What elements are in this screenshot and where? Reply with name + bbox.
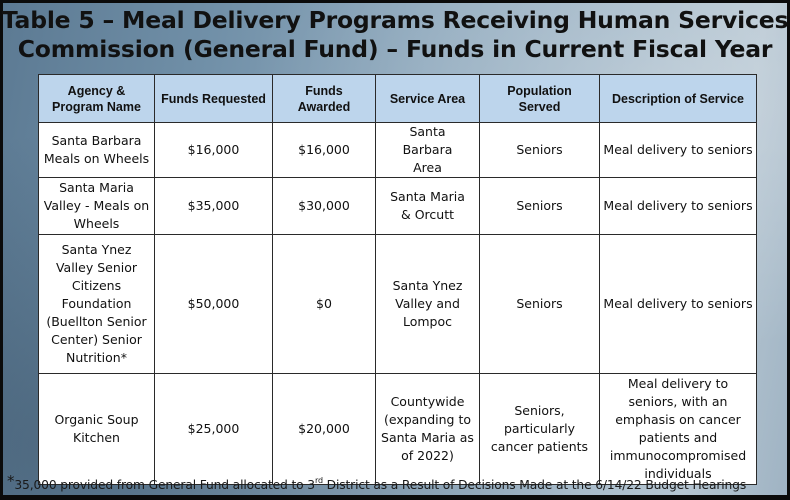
cell-description: Meal delivery to seniors <box>599 122 757 178</box>
column-header-service-area: Service Area <box>375 74 480 123</box>
meal-delivery-table: Agency & Program Name Funds Requested Fu… <box>38 74 757 485</box>
cell-description: Meal delivery to seniors <box>599 234 757 374</box>
cell-service-area: Santa Ynez Valley and Lompoc <box>375 234 480 374</box>
column-header-funds-requested: Funds Requested <box>154 74 273 123</box>
cell-service-area: Santa Barbara Area <box>375 122 480 178</box>
column-header-population: Population Served <box>479 74 600 123</box>
cell-agency: Santa Barbara Meals on Wheels <box>38 122 155 178</box>
page-title: Table 5 – Meal Delivery Programs Receivi… <box>0 6 790 64</box>
footnote-text-after: District as a Result of Decisions Made a… <box>322 478 747 492</box>
cell-funds-awarded: $20,000 <box>272 373 376 485</box>
cell-service-area: Countywide (expanding to Santa Maria as … <box>375 373 480 485</box>
cell-description: Meal delivery to seniors, with an emphas… <box>599 373 757 485</box>
table-row: Organic Soup Kitchen $25,000 $20,000 Cou… <box>38 373 757 485</box>
table-row: Santa Barbara Meals on Wheels $16,000 $1… <box>38 122 757 178</box>
cell-funds-requested: $35,000 <box>154 177 273 235</box>
column-header-agency: Agency & Program Name <box>38 74 155 123</box>
table-row: Santa Maria Valley - Meals on Wheels $35… <box>38 177 757 235</box>
title-line-1: Table 5 – Meal Delivery Programs Receivi… <box>1 6 789 34</box>
cell-funds-requested: $25,000 <box>154 373 273 485</box>
column-header-funds-awarded: Funds Awarded <box>272 74 376 123</box>
cell-population: Seniors, particularly cancer patients <box>479 373 600 485</box>
cell-funds-awarded: $16,000 <box>272 122 376 178</box>
footnote-text-before: 35,000 provided from General Fund alloca… <box>14 478 315 492</box>
cell-funds-requested: $16,000 <box>154 122 273 178</box>
cell-funds-requested: $50,000 <box>154 234 273 374</box>
cell-description: Meal delivery to seniors <box>599 177 757 235</box>
cell-agency: Santa Maria Valley - Meals on Wheels <box>38 177 155 235</box>
title-line-2: Commission (General Fund) – Funds in Cur… <box>17 35 773 63</box>
cell-funds-awarded: $30,000 <box>272 177 376 235</box>
cell-funds-awarded: $0 <box>272 234 376 374</box>
table-row: Santa Ynez Valley Senior Citizens Founda… <box>38 234 757 374</box>
cell-population: Seniors <box>479 122 600 178</box>
footnote-marker: * <box>7 472 15 490</box>
cell-agency: Organic Soup Kitchen <box>38 373 155 485</box>
table-header-row: Agency & Program Name Funds Requested Fu… <box>38 74 757 123</box>
footnote-superscript: rd <box>314 476 323 485</box>
cell-service-area: Santa Maria & Orcutt <box>375 177 480 235</box>
cell-population: Seniors <box>479 234 600 374</box>
footnote: *35,000 provided from General Fund alloc… <box>7 472 790 492</box>
cell-population: Seniors <box>479 177 600 235</box>
cell-agency: Santa Ynez Valley Senior Citizens Founda… <box>38 234 155 374</box>
column-header-description: Description of Service <box>599 74 757 123</box>
